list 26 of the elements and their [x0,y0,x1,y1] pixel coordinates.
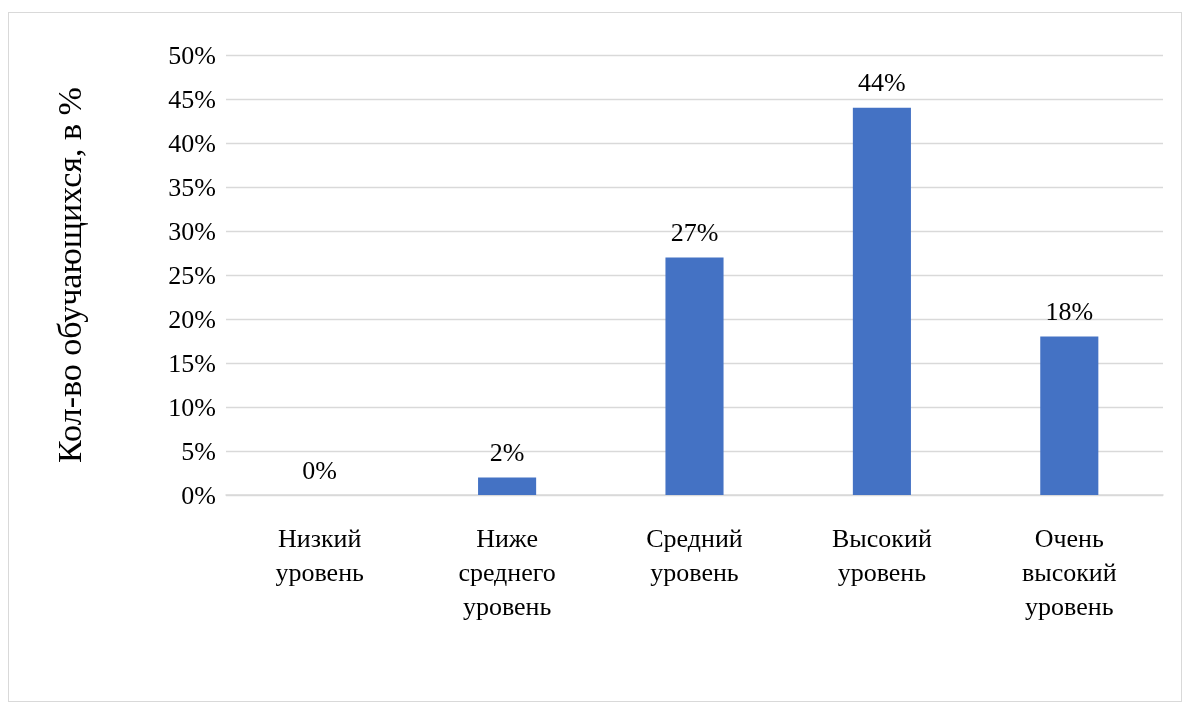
data-label: 2% [489,437,525,467]
y-tick-label: 35% [168,172,216,202]
y-tick-label: 5% [181,436,216,466]
y-tick-label: 40% [168,128,216,158]
data-label: 27% [670,217,719,247]
bar [1040,336,1099,495]
y-tick-label: 10% [168,392,216,422]
x-tick-label: Ниже среднего уровень [458,523,556,621]
x-tick-label: Средний уровень [646,523,743,587]
bar [478,477,537,495]
y-tick-label: 50% [168,40,216,70]
bar [852,107,911,495]
y-tick-label: 25% [168,260,216,290]
bar [665,257,724,495]
y-tick-label: 30% [168,216,216,246]
y-tick-label: 15% [168,348,216,378]
data-label: 0% [302,455,338,485]
x-tick-label: Высокий уровень [831,523,932,587]
data-label: 18% [1045,297,1094,327]
x-tick-label: Очень высокий уровень [1021,523,1117,621]
y-tick-label: 20% [168,304,216,334]
data-label: 44% [858,68,906,98]
x-tick-label: Низкий уровень [275,523,365,587]
y-axis-title: Кол-во обучающихся, в % [50,87,88,463]
y-tick-label: 45% [168,84,216,114]
y-tick-label: 0% [181,480,216,510]
